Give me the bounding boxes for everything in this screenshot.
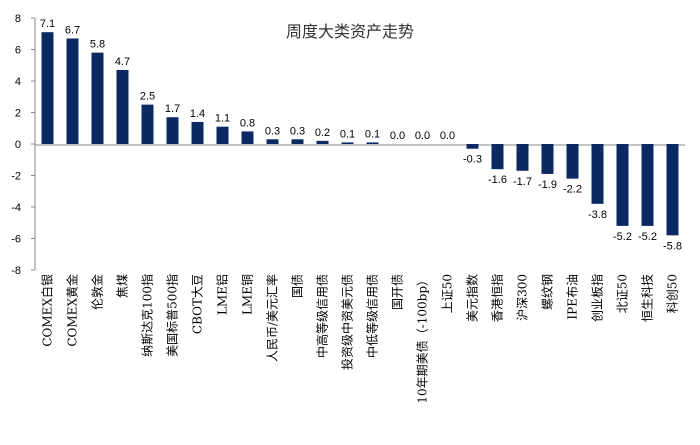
bar [91, 52, 104, 144]
category-label: 伦敦金 [90, 274, 105, 310]
data-label: 5.8 [90, 39, 105, 51]
data-label: -5.2 [613, 231, 632, 243]
bar [666, 144, 679, 236]
category-label: 上证50 [441, 274, 455, 313]
bar [191, 121, 204, 144]
data-label: -5.2 [638, 231, 657, 243]
bar [166, 117, 179, 144]
category-label: 美国标普500指 [165, 274, 180, 357]
y-tick-label: 0 [15, 139, 21, 151]
data-label: 0.2 [315, 127, 330, 139]
bar [216, 126, 229, 144]
bar [291, 139, 304, 144]
bar [516, 144, 529, 171]
data-label: 7.1 [40, 18, 55, 30]
chart-title: 周度大类资产走势 [286, 22, 414, 41]
bar [141, 104, 154, 144]
category-label: 焦煤 [116, 274, 130, 298]
category-label: 科创50 [666, 274, 680, 313]
data-label: 1.1 [215, 113, 230, 125]
data-label: -1.6 [488, 174, 507, 186]
data-label: 0.1 [340, 128, 355, 140]
bar [116, 69, 129, 144]
category-label: 螺纹钢 [541, 274, 555, 310]
category-label: 投资级中资美元债 [340, 274, 355, 370]
bar [591, 144, 604, 204]
category-label: CBOT大豆 [191, 274, 205, 334]
data-label: 1.4 [190, 108, 205, 120]
data-label: -3.8 [588, 209, 607, 221]
category-label: 中高等级信用债 [315, 274, 330, 358]
category-label: 中低等级信用债 [365, 274, 380, 358]
y-tick-label: 2 [15, 108, 21, 120]
category-label: 北证50 [616, 274, 630, 313]
bar [41, 32, 54, 144]
category-label: 纳斯达克100指 [140, 274, 155, 357]
category-label: 人民币/美元汇率 [265, 274, 280, 362]
data-label: -5.8 [663, 240, 682, 252]
bar [241, 131, 254, 144]
data-label: 6.7 [65, 24, 80, 36]
data-label: 0.0 [440, 130, 455, 142]
bar [566, 144, 579, 179]
data-label: 2.5 [140, 91, 155, 103]
bar [66, 38, 79, 144]
category-label: 10年期美债（-100bp） [416, 274, 430, 404]
category-label: COMEX白银 [40, 274, 55, 347]
y-ticks: -8 -6 -4 -2 0 2 4 6 8 [11, 13, 35, 277]
data-label: 0.8 [240, 117, 255, 129]
category-label: LME铝 [215, 274, 230, 315]
y-tick-label: 6 [15, 45, 21, 57]
bar [266, 139, 279, 144]
bar [641, 144, 654, 226]
category-label: IPE布油 [566, 274, 580, 320]
category-label: 美元指数 [465, 274, 480, 322]
category-label: 创业板指 [590, 274, 605, 322]
category-label: 香港恒指 [490, 274, 505, 322]
y-tick-label: -4 [11, 202, 21, 214]
data-label: 0.0 [390, 130, 405, 142]
data-label: -0.3 [463, 154, 482, 166]
category-label: COMEX黄金 [65, 274, 80, 347]
category-label: 沪深300 [516, 274, 530, 321]
data-label: 0.3 [265, 125, 280, 137]
category-label: 国开债 [391, 274, 405, 310]
data-label: 4.7 [115, 56, 130, 68]
bar [366, 142, 379, 144]
bar [491, 144, 504, 170]
data-label: 1.7 [165, 103, 180, 115]
data-labels: 7.1 6.7 5.8 4.7 2.5 1.7 1.4 1.1 0.8 0.3 0.3 0.2 0.1 0… [40, 18, 682, 252]
y-tick-label: -2 [11, 171, 21, 183]
category-label: 恒生科技 [641, 274, 655, 322]
y-tick-label: -8 [11, 265, 21, 277]
category-label: 国债 [291, 274, 305, 298]
data-label: 0.1 [365, 128, 380, 140]
data-label: -1.7 [513, 176, 532, 188]
bar [616, 144, 629, 226]
data-label: 0.0 [415, 130, 430, 142]
bar [541, 144, 554, 174]
bar [316, 140, 329, 144]
y-tick-label: 4 [15, 76, 21, 88]
bar [466, 144, 479, 149]
data-label: 0.3 [290, 125, 305, 137]
category-labels: COMEX白银 COMEX黄金 伦敦金 焦煤 纳斯达克100指 美国标普500指 CBOT大… [40, 274, 680, 404]
bars [41, 32, 679, 236]
bar [341, 142, 354, 144]
y-tick-label: 8 [15, 13, 21, 25]
category-label: LME铜 [240, 274, 255, 315]
data-label: -1.9 [538, 179, 557, 191]
data-label: -2.2 [563, 184, 582, 196]
y-tick-label: -6 [11, 234, 21, 246]
